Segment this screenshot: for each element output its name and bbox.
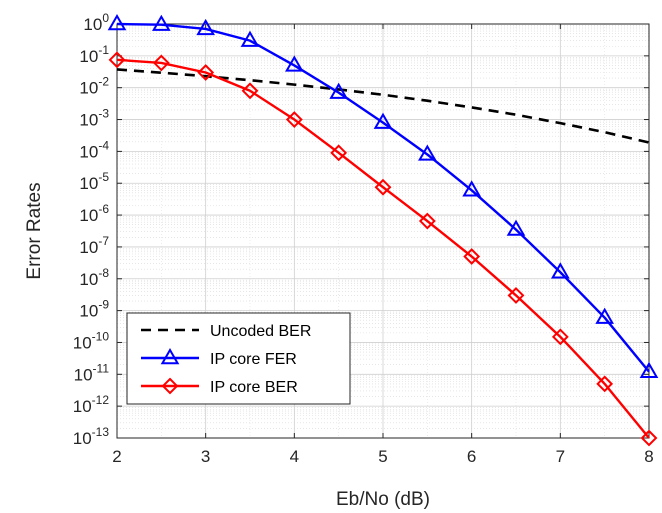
y-tick-label: 10-13 [73,425,110,448]
y-tick-label: 10-12 [73,393,110,416]
legend-label: IP core FER [210,351,297,368]
y-tick-label: 10-7 [79,234,109,257]
y-tick-label: 10-4 [79,138,109,161]
legend-label: IP core BER [210,379,298,396]
diamond-marker [551,328,569,346]
y-axis-title: Error Rates [24,182,45,279]
y-axis: 100 10-1 10-2 10-3 10-4 10-5 10-6 10-7 10-8 10-9 1… [73,11,649,448]
diamond-marker [463,248,481,265]
y-tick-label: 10-2 [79,75,109,98]
triangle-marker [152,14,171,31]
x-tick-label: 7 [556,447,565,466]
series-uncoded-ber [116,68,650,144]
x-tick-label: 4 [290,447,299,466]
x-tick-label: 5 [378,447,387,466]
triangle-marker [462,180,481,197]
x-tick-label: 8 [644,447,653,466]
legend-label: Uncoded BER [210,323,311,340]
triangle-marker [595,307,614,324]
y-tick-label: 10-3 [79,107,109,130]
diamond-marker [241,82,259,100]
triangle-marker [285,55,304,72]
diamond-marker [197,64,215,81]
y-tick-label: 100 [83,11,109,34]
triangle-marker [506,219,526,236]
x-tick-label: 3 [201,447,210,466]
triangle-marker [329,82,348,99]
diamond-marker [596,375,614,393]
diamond-marker [108,51,126,69]
triangle-marker [639,361,659,378]
y-tick-label: 10-5 [79,170,109,193]
series-ip-core-fer [107,13,659,378]
y-tick-label: 10-8 [79,266,109,289]
y-tick-label: 10-1 [79,43,109,66]
triangle-marker [418,144,437,161]
x-tick-label: 6 [467,447,476,466]
triangle-marker [196,18,215,36]
triangle-marker [240,30,260,47]
series-line [116,68,650,144]
diamond-marker [285,111,303,128]
legend-box [126,312,351,405]
series-line [116,22,650,373]
triangle-marker [551,262,570,279]
diamond-marker [418,212,436,230]
triangle-marker [160,347,180,365]
y-tick-label: 10-9 [79,298,109,321]
series-layer [107,13,659,447]
y-tick-label: 10-11 [74,361,110,384]
diamond-marker [161,377,179,395]
diamond-marker [374,178,392,196]
triangle-marker [373,112,393,129]
x-axis-title: Eb/No (dB) [336,489,430,510]
triangle-marker [107,13,127,31]
diamond-marker [507,287,525,304]
diamond-marker [330,144,348,162]
x-tick-label: 2 [112,447,121,466]
x-axis: 2 3 4 5 6 7 8 [112,24,654,466]
diamond-marker [152,54,170,72]
legend-item: IP core BER [141,377,298,396]
series-ip-core-ber [108,51,658,447]
y-tick-label: 10-10 [73,329,110,352]
diamond-marker [640,429,658,447]
legend-item: Uncoded BER [141,323,311,340]
legend-item: IP core FER [141,347,297,368]
y-tick-label: 10-6 [79,202,109,225]
series-line [116,58,650,439]
legend: Uncoded BER IP core FER IP core BER [126,312,351,405]
